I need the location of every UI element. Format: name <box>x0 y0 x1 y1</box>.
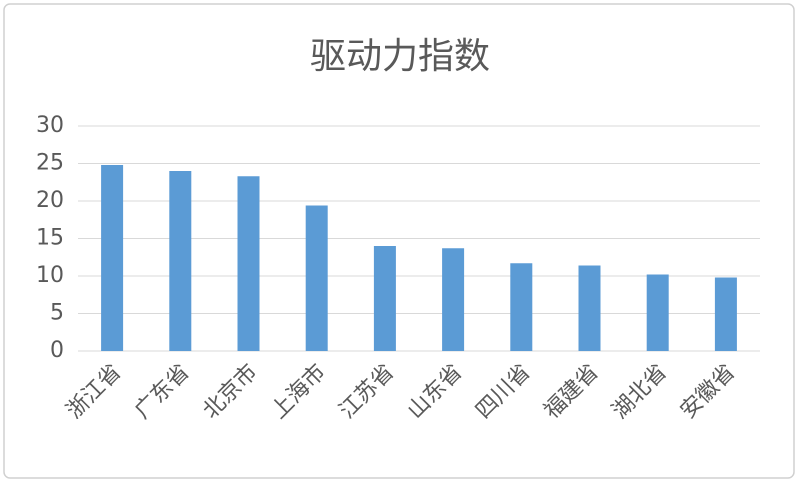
bar <box>101 165 124 351</box>
bar <box>714 277 737 351</box>
y-tick-label: 0 <box>50 338 64 363</box>
bar <box>169 171 192 351</box>
bar <box>305 205 328 351</box>
y-tick-label: 25 <box>36 151 64 176</box>
y-tick-label: 5 <box>50 301 64 326</box>
y-tick-label: 20 <box>36 188 64 213</box>
y-tick-label: 15 <box>36 226 64 251</box>
bar <box>237 176 260 351</box>
bar <box>578 265 601 351</box>
y-tick-label: 10 <box>36 263 64 288</box>
bar <box>373 246 396 351</box>
chart-border <box>3 3 795 479</box>
y-tick-label: 30 <box>36 113 64 138</box>
bar <box>646 274 669 351</box>
bar <box>442 248 465 351</box>
chart-title: 驱动力指数 <box>310 36 490 77</box>
bar <box>510 263 533 351</box>
